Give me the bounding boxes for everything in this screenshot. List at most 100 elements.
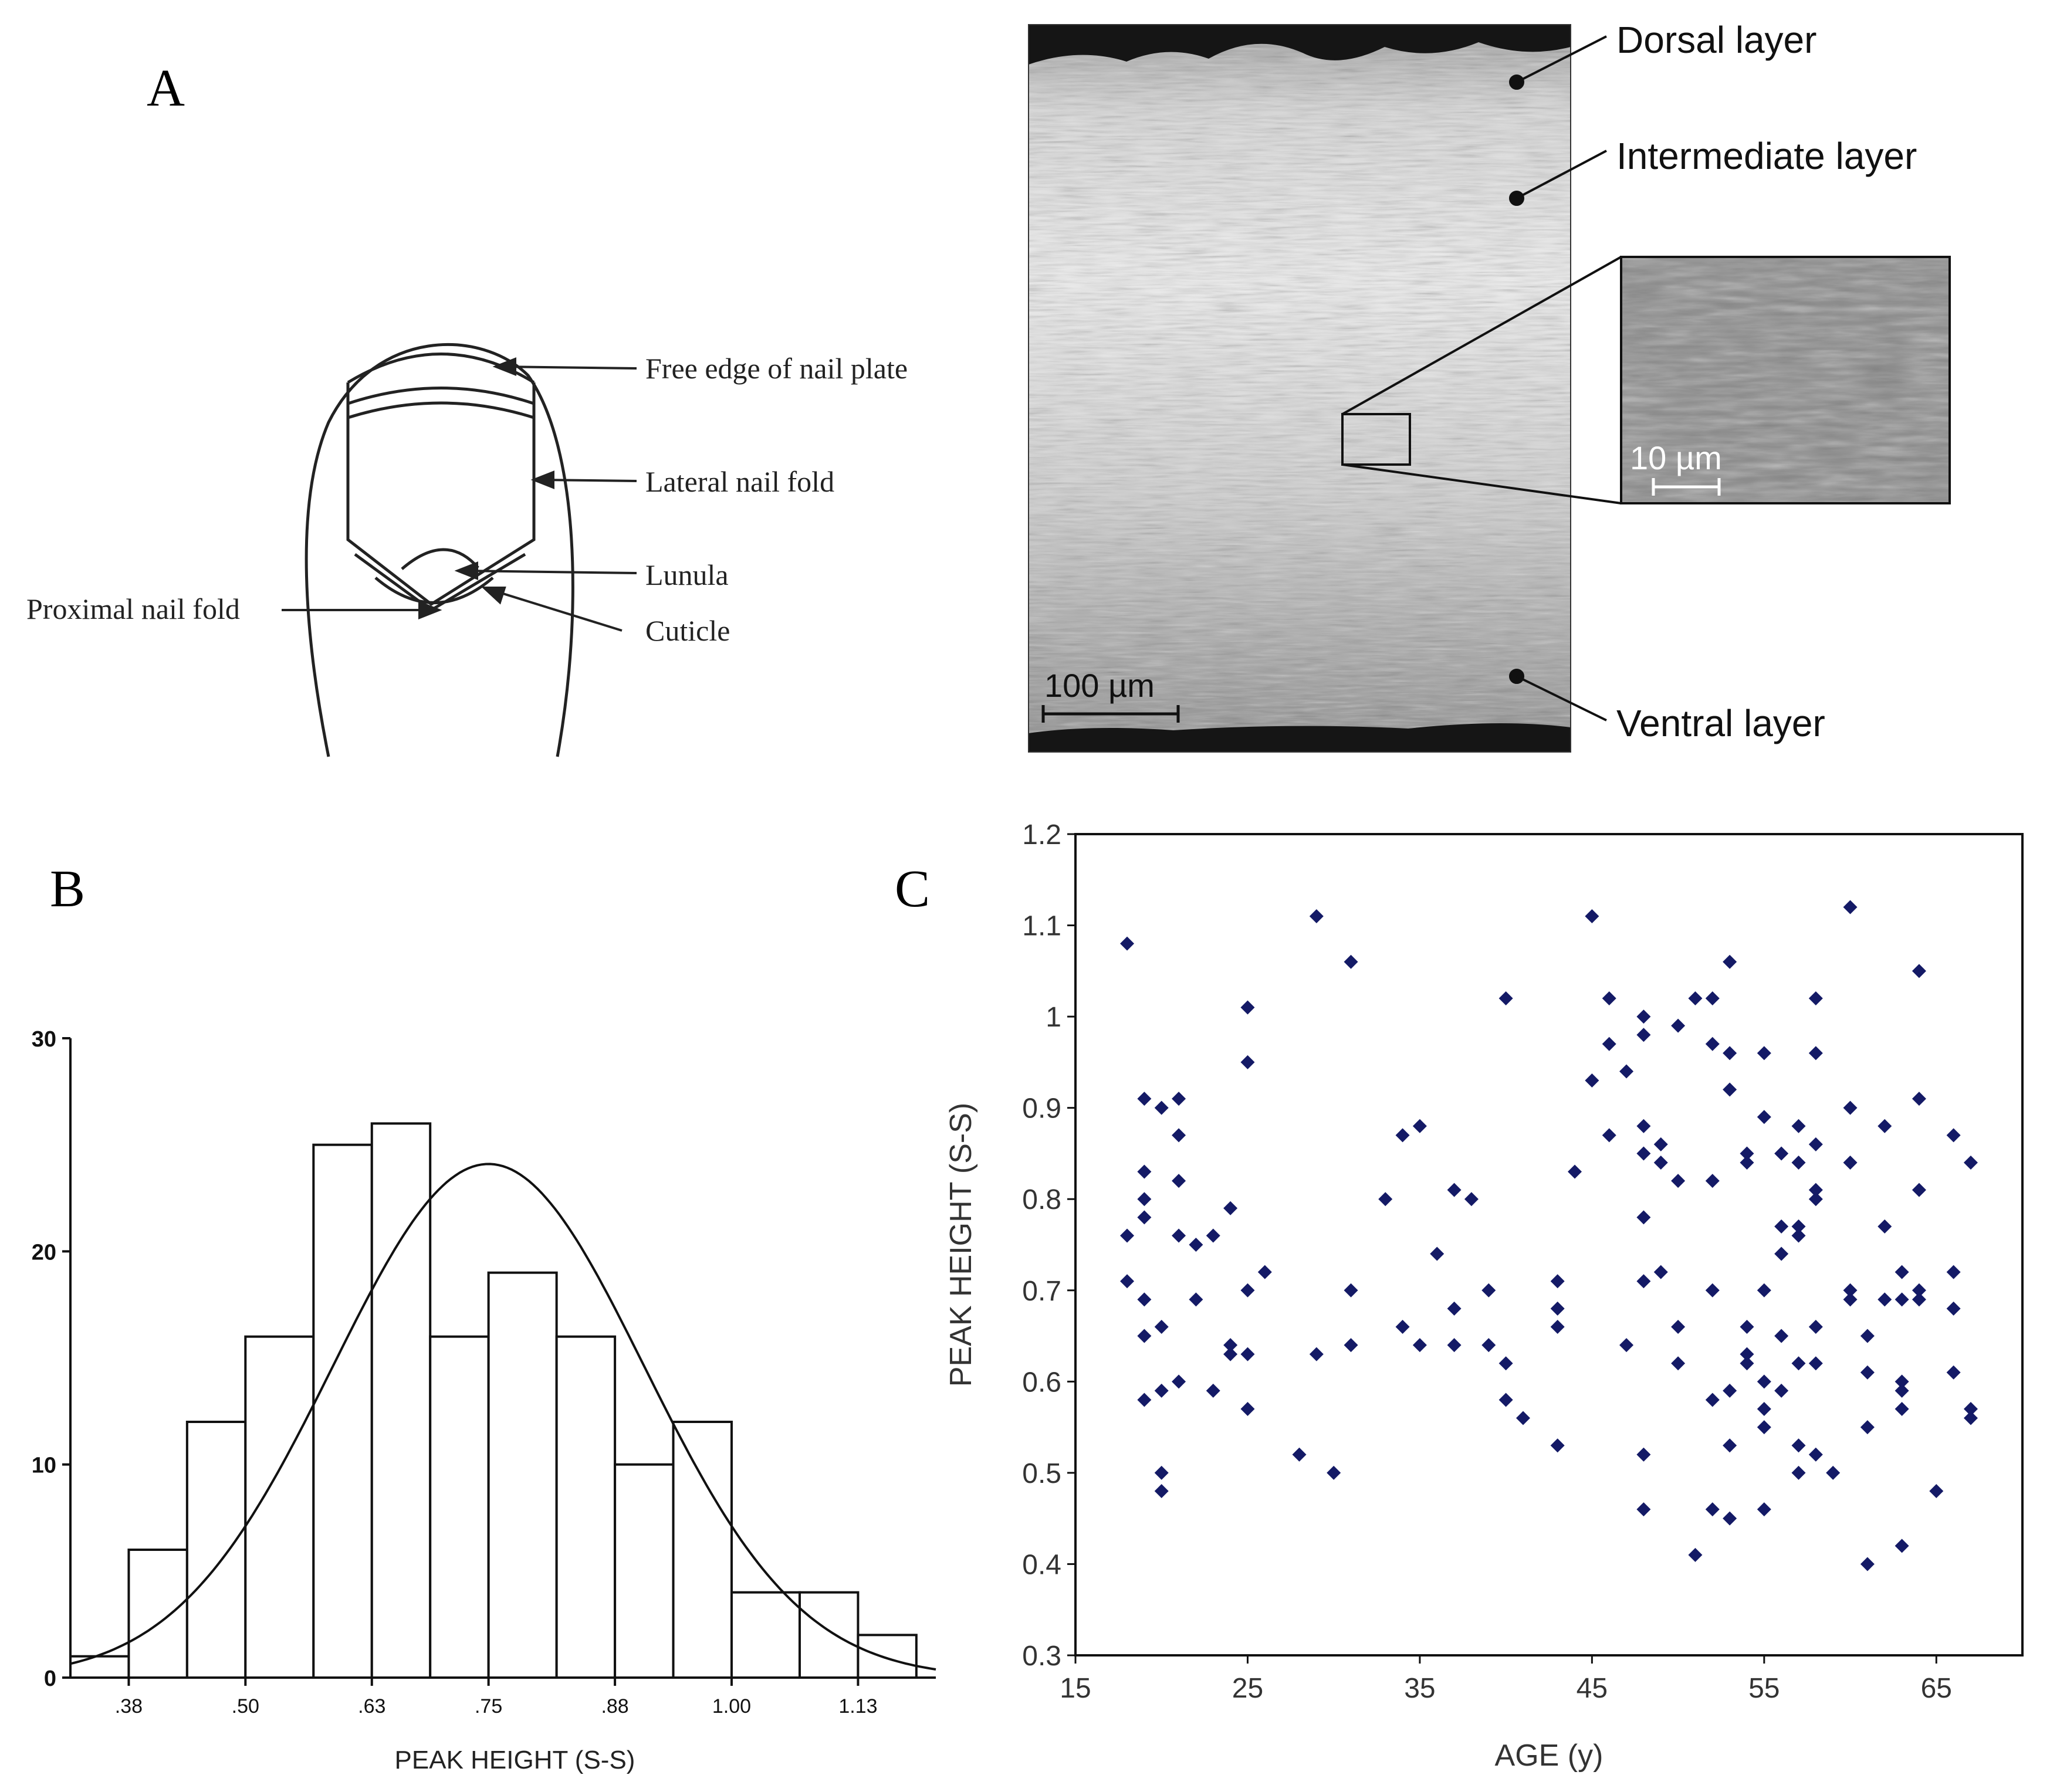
scatter-point <box>1878 1292 1892 1307</box>
micrograph-scale-label: 100 µm <box>1044 667 1155 704</box>
scatter-point <box>1344 1338 1358 1353</box>
scatter-x-axis-label: AGE (y) <box>1495 1739 1604 1773</box>
hist-bar <box>487 1271 558 1679</box>
scatter-point <box>1464 1192 1479 1207</box>
scatter-point <box>1378 1192 1393 1207</box>
scatter-point <box>1774 1219 1789 1234</box>
scatter-point <box>1860 1420 1875 1435</box>
free-edge-line-1 <box>347 387 535 405</box>
scatter-y-tick-label: 0.4 <box>1022 1549 1061 1580</box>
scatter-point <box>1808 1447 1823 1462</box>
scatter-point <box>1912 1283 1926 1298</box>
scatter-point <box>1860 1365 1875 1380</box>
scatter-point <box>1636 1502 1651 1517</box>
scatter-point <box>1912 964 1926 978</box>
scatter-point <box>1895 1292 1909 1307</box>
scatter-x-tick-label: 45 <box>1577 1673 1608 1704</box>
scatter-point <box>1723 1082 1737 1097</box>
scatter-point <box>1808 1183 1823 1197</box>
scatter-point <box>1585 1073 1599 1088</box>
scatter-point <box>1412 1119 1427 1133</box>
scatter-point <box>1498 1393 1513 1407</box>
scatter-point <box>1791 1228 1806 1243</box>
scatter-point <box>1154 1100 1169 1115</box>
scatter-point <box>1653 1265 1668 1279</box>
scatter-point <box>1895 1402 1909 1416</box>
scatter-point <box>1791 1119 1806 1133</box>
hist-x-tick-label: .88 <box>601 1695 628 1718</box>
scatter-point <box>1878 1219 1892 1234</box>
scatter-point <box>1878 1119 1892 1133</box>
scatter-point <box>1412 1338 1427 1353</box>
inset-scale-bar <box>1652 478 1721 496</box>
scatter-point <box>1137 1192 1152 1207</box>
scatter-point <box>1257 1265 1272 1279</box>
hist-y-tick-label: 10 <box>32 1454 56 1478</box>
scatter-point <box>1240 1283 1255 1298</box>
scatter-point <box>1550 1320 1565 1334</box>
scatter-point <box>1120 1228 1135 1243</box>
scatter-point <box>1808 1320 1823 1334</box>
scatter-point <box>1154 1465 1169 1480</box>
scatter-chart: 0.3 0.4 0.5 0.6 0.7 0.8 0.9 1 1.1 1.2 15 25 35 45 55 65… <box>944 819 2024 1773</box>
scatter-point <box>1705 1502 1720 1517</box>
scatter-point <box>1671 1320 1686 1334</box>
hist-bar <box>555 1335 617 1679</box>
hist-bar <box>370 1122 432 1679</box>
scatter-point <box>1705 991 1720 1005</box>
scatter-point <box>1223 1338 1238 1353</box>
scatter-point <box>1498 991 1513 1005</box>
scatter-point <box>1137 1210 1152 1225</box>
scatter-point <box>1137 1329 1152 1343</box>
scatter-point <box>1602 1128 1616 1143</box>
scatter-point <box>1705 1393 1720 1407</box>
scatter-point <box>1498 1356 1513 1371</box>
hist-x-tick-label: .75 <box>475 1695 502 1718</box>
scatter-point <box>1791 1438 1806 1453</box>
scatter-point <box>1154 1320 1169 1334</box>
scatter-point <box>1740 1347 1754 1361</box>
micrograph: 10 µm 100 µm Dorsal layer Intermediate l… <box>1028 19 1951 753</box>
scatter-point <box>1550 1438 1565 1453</box>
scatter-point <box>1137 1092 1152 1106</box>
scatter-point <box>1447 1183 1462 1197</box>
scatter-point <box>1653 1156 1668 1170</box>
label-intermediate-layer: Intermediate layer <box>1616 135 1917 177</box>
lunula-arc <box>401 548 479 570</box>
scatter-y-tick-label: 0.7 <box>1022 1276 1061 1307</box>
scatter-point <box>1860 1329 1875 1343</box>
panel-a: A Free edge <box>26 59 908 757</box>
scatter-point <box>1120 1274 1135 1289</box>
scatter-point <box>1671 1174 1686 1188</box>
scatter-point <box>1723 954 1737 969</box>
scatter-point <box>1206 1383 1220 1398</box>
scatter-point <box>1912 1292 1926 1307</box>
scatter-point <box>1895 1265 1909 1279</box>
scatter-point <box>1912 1183 1926 1197</box>
panel-a-letter: A <box>147 59 185 117</box>
scatter-point <box>1757 1046 1771 1061</box>
hist-x-tick-label: .38 <box>115 1695 143 1718</box>
hist-bar <box>429 1335 490 1679</box>
scatter-point <box>1705 1174 1720 1188</box>
scatter-y-tick-label: 0.6 <box>1022 1367 1061 1398</box>
scatter-point <box>1636 1274 1651 1289</box>
scatter-point <box>1963 1156 1978 1170</box>
scatter-point <box>1137 1164 1152 1179</box>
scatter-point <box>1757 1502 1771 1517</box>
zoom-region-box <box>1341 413 1411 466</box>
label-cuticle: Cuticle <box>645 614 730 647</box>
scatter-point <box>1636 1119 1651 1133</box>
hist-bar <box>244 1335 315 1679</box>
hist-bar <box>798 1591 860 1679</box>
hist-bar <box>69 1655 130 1679</box>
scatter-point <box>1774 1246 1789 1261</box>
scatter-point <box>1929 1484 1944 1498</box>
scatter-point <box>1895 1383 1909 1398</box>
hist-x-tick-label: 1.00 <box>712 1695 751 1718</box>
hist-bar <box>127 1549 188 1679</box>
hist-bar <box>730 1591 801 1679</box>
scatter-point <box>1223 1347 1238 1361</box>
layer-leaders <box>1509 35 1607 721</box>
